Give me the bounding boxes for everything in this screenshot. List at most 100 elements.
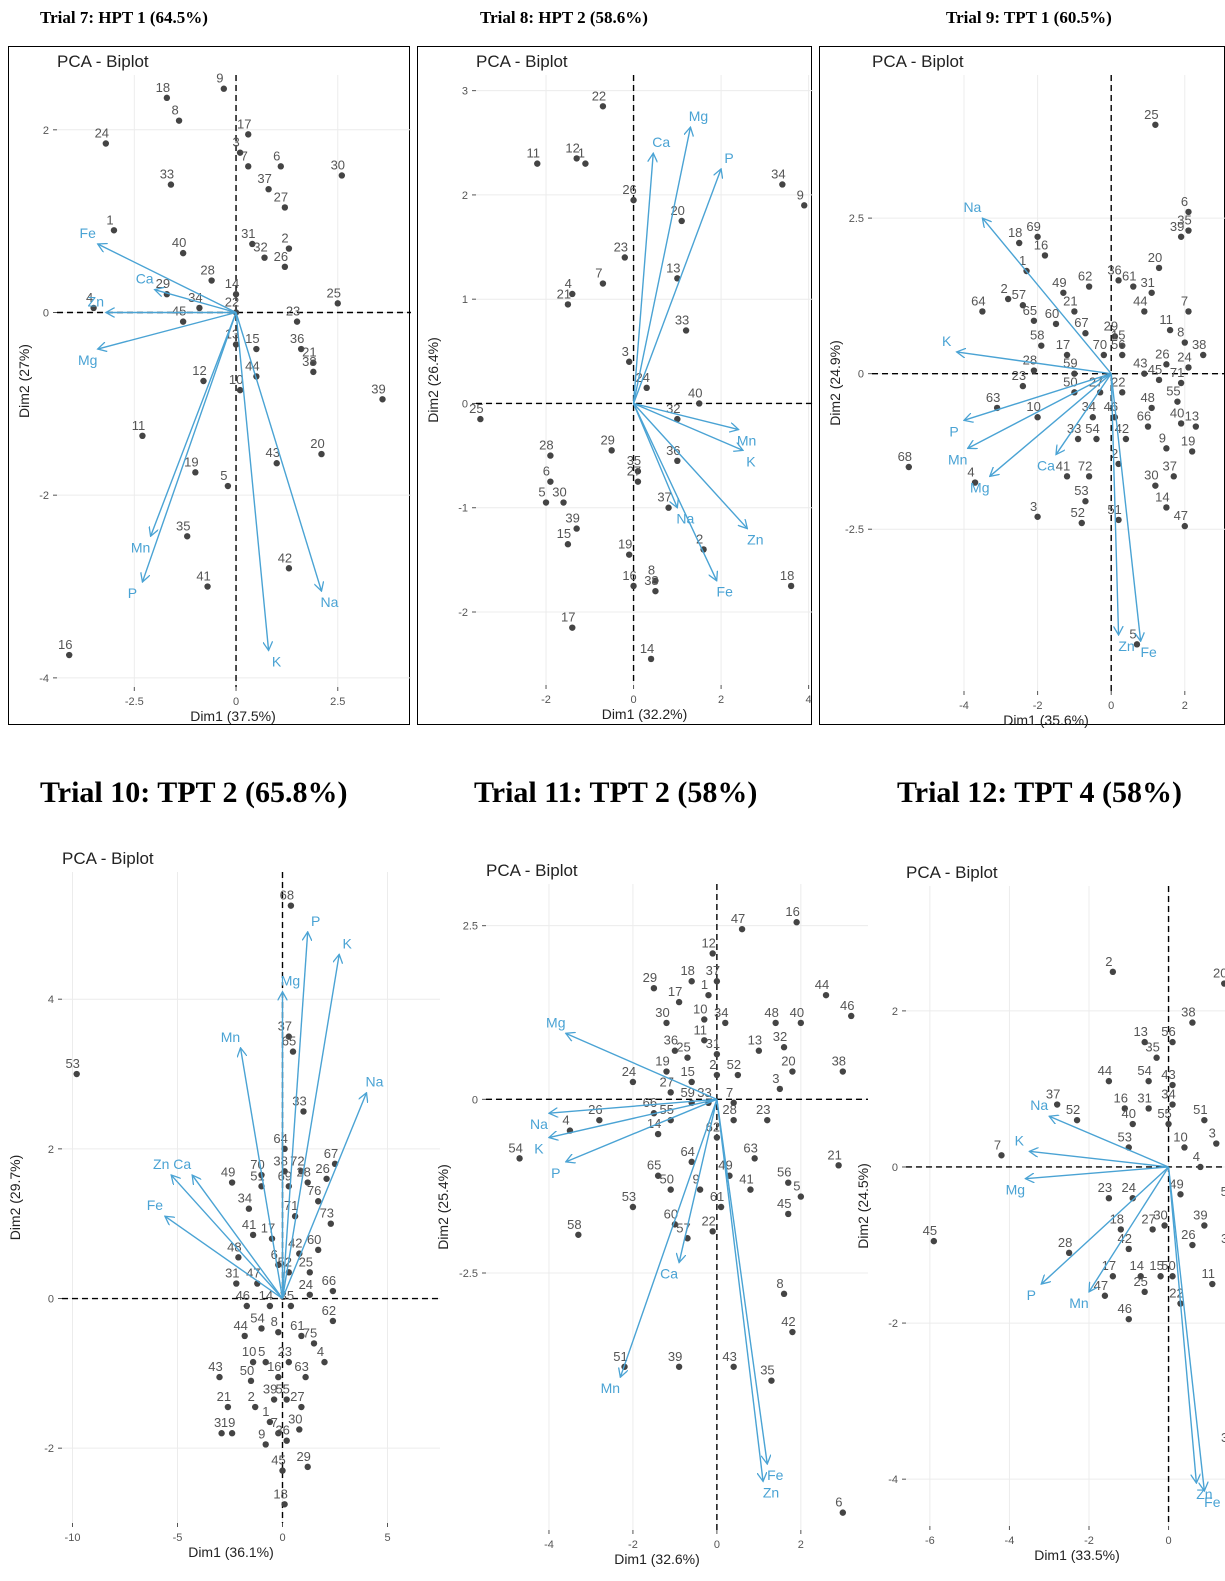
x-tick-label: -5 [173,1532,183,1544]
variable-arrow [281,932,308,1299]
point-label: 8 [776,1276,783,1291]
point-label: 15 [557,526,571,541]
variable-arrow [549,1098,717,1113]
point-label: 18 [1110,1211,1124,1226]
point-label: 54 [250,1310,264,1325]
variable-arrow [171,1175,284,1299]
point-label: 20 [781,1054,795,1069]
point-label: 11 [1159,312,1173,327]
point-label: 58 [567,1217,581,1232]
data-point [298,1332,305,1340]
point-label: 16 [1114,1090,1128,1105]
variable-label: Ca [660,1266,678,1282]
point-label: 3 [1030,499,1037,514]
data-point [582,160,589,167]
point-label: 63 [743,1140,757,1155]
point-label: 55 [1166,384,1180,399]
variable-arrow [620,1099,718,1377]
data-point [296,1426,303,1433]
point-label: 3 [622,344,629,359]
point-label: 13 [225,326,239,341]
point-label: 16 [622,568,636,583]
y-tick-label: 2 [462,190,468,202]
point-label: 2 [1111,446,1118,461]
point-label: 14 [640,641,654,656]
point-label: 14 [1129,1258,1143,1273]
data-point [625,358,633,365]
data-point [675,998,683,1006]
variable-arrow [1041,1166,1170,1284]
point-label: 3 [1209,1126,1216,1141]
plot-title: PCA - Biplot [62,849,154,868]
variable-arrow [281,1093,367,1299]
point-label: 11 [132,418,146,433]
point-label: 2 [709,1057,716,1072]
data-point [1163,504,1170,511]
point-label: 30 [1144,468,1158,483]
point-label: 19 [655,1054,669,1069]
data-point [1169,1081,1176,1089]
variable-arrow [1029,1151,1169,1168]
point-label: 19 [184,454,198,469]
data-point [713,1050,721,1058]
point-label: 1 [262,1404,269,1419]
trial-12-title: Trial 12: TPT 4 (58%) [897,776,1182,809]
data-point [261,254,268,261]
point-label: 28 [722,1102,736,1117]
point-label: 45 [923,1223,937,1238]
variable-arrow [192,1175,284,1299]
point-label: 37 [257,171,271,186]
point-label: 45 [777,1196,791,1211]
data-point [713,1071,721,1079]
data-point [1137,1273,1144,1280]
point-label: 4 [1193,1149,1200,1164]
point-label: 10 [1026,399,1040,414]
data-point [785,1179,792,1186]
variable-label: P [311,913,320,929]
point-label: 55 [659,1102,673,1117]
point-label: 28 [1058,1235,1072,1250]
data-point [547,478,554,485]
point-label: 64 [273,1131,287,1146]
point-label: 21 [557,286,571,301]
variable-arrow [1167,1166,1205,1491]
data-point [665,504,672,511]
point-label: 39 [565,511,579,526]
point-label: 7 [726,1085,733,1100]
data-point [652,587,659,595]
point-label: 23 [1098,1180,1112,1195]
variable-label: Mg [970,479,989,495]
point-label: 1 [106,212,113,227]
data-point [1163,361,1170,368]
data-point [1201,1222,1208,1229]
data-point [252,1403,259,1411]
x-tick-label: 2.5 [330,696,345,708]
point-label: 22 [225,294,239,309]
point-label: 65 [647,1158,661,1173]
data-point [930,1237,938,1245]
point-label: 10 [693,1001,707,1016]
data-point [575,1231,582,1238]
point-label: 23 [278,1344,292,1359]
data-point [629,1078,637,1086]
point-label: 26 [274,249,288,264]
point-label: 36 [290,331,304,346]
data-point [1152,482,1159,489]
point-label: 26 [622,182,636,197]
data-point [835,1162,842,1169]
data-point [979,308,986,315]
data-point [1169,1273,1176,1280]
point-label: 7 [241,148,248,163]
data-point [184,533,191,540]
variable-arrow [235,312,269,650]
variable-label: K [746,453,756,469]
point-label: 68 [898,449,912,464]
data-point [1119,342,1126,349]
data-point [971,479,979,486]
data-point [1141,308,1148,315]
point-label: 64 [971,293,985,308]
point-label: 3 [214,1415,221,1430]
point-label: 6 [543,464,550,479]
variable-arrow [990,373,1112,477]
point-label: 11 [527,146,541,161]
